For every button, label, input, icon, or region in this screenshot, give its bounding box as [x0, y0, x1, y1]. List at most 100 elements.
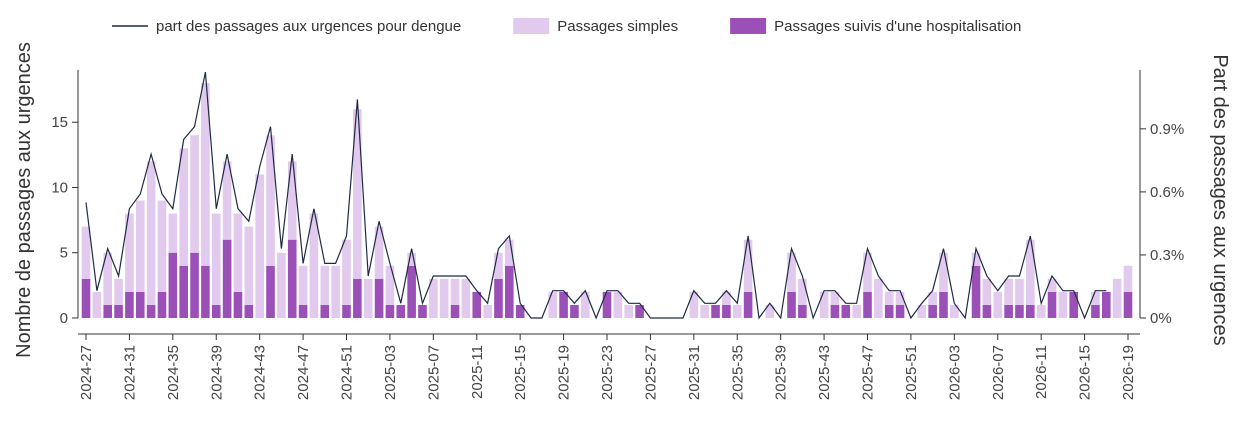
bar-segment [1047, 291, 1057, 318]
y2-axis-label: Part des passages aux urgences [1209, 54, 1231, 345]
bar-segment [114, 278, 123, 305]
bar-segment [950, 304, 959, 318]
bar-segment [211, 213, 221, 305]
bar-segment [222, 239, 232, 318]
x-tick-label: 2025-11 [469, 345, 486, 399]
bar-segment [1101, 291, 1111, 318]
bar-segment [244, 226, 254, 305]
bar-segment [1026, 239, 1035, 305]
bar-segment [233, 213, 243, 292]
bar-segment [787, 252, 796, 292]
bar-segment [342, 239, 351, 305]
bar-segment [244, 304, 254, 318]
bar-segment [1015, 304, 1024, 318]
x-tick-label: 2024-47 [295, 345, 312, 400]
bar-segment [863, 291, 872, 318]
y2-tick-label: 0% [1150, 310, 1172, 327]
bar-segment [841, 304, 851, 318]
bar-segment [135, 200, 145, 292]
x-tick-label: 2025-23 [599, 345, 616, 400]
bar-segment [342, 304, 351, 318]
bar-segment [353, 278, 362, 318]
bar-segment [993, 291, 1003, 318]
legend-swatch [730, 18, 767, 34]
bar-segment [374, 226, 384, 279]
bar-segment [146, 304, 156, 318]
bar-segment [103, 252, 113, 305]
bar-segment [320, 304, 330, 318]
bar-segment [1026, 304, 1035, 318]
bar-segment [222, 161, 232, 240]
x-tick-label: 2025-31 [686, 345, 703, 400]
bar-segment [114, 304, 123, 318]
bar-segment [309, 213, 319, 318]
bar-segment [635, 304, 644, 318]
bar-segment [461, 278, 471, 318]
x-tick-label: 2025-27 [642, 345, 659, 400]
bar-segment [711, 304, 720, 318]
bar-segment [190, 135, 199, 253]
bar-segment [548, 291, 558, 318]
bar-segment [439, 278, 449, 318]
bar-segment [92, 291, 102, 318]
bar-segment [266, 265, 275, 318]
bar-segment [81, 278, 91, 318]
x-tick-label: 2025-51 [903, 345, 920, 400]
bar-segment [928, 304, 937, 318]
x-tick-label: 2025-47 [860, 345, 877, 400]
bar-segment [743, 291, 753, 318]
bar-segment [385, 265, 395, 305]
bar-segment [765, 304, 775, 318]
x-tick-label: 2025-35 [729, 345, 746, 400]
bar-segment [939, 252, 948, 292]
bar-segment [700, 304, 709, 318]
bar-segment [146, 161, 156, 305]
bar-segment [559, 291, 568, 318]
bar-segment [1047, 278, 1057, 292]
bar-segment [201, 265, 210, 318]
bar-segment [819, 291, 829, 318]
bar-segment [157, 291, 167, 318]
bar-segment [363, 278, 373, 318]
bar-segment [429, 278, 438, 318]
line-series [85, 71, 1107, 320]
legend-label: Passages simples [557, 18, 678, 35]
bar-segment [884, 304, 894, 318]
bar-segment [895, 291, 905, 305]
x-tick-label: 2024-27 [78, 345, 95, 400]
bar-segment [928, 291, 937, 305]
bar-segment [168, 252, 178, 318]
bar-segment [1036, 304, 1046, 318]
y-tick-label: 15 [51, 114, 68, 131]
bar-segment [863, 252, 872, 292]
x-tick-label: 2026-07 [990, 345, 1007, 400]
x-tick-label: 2024-51 [339, 345, 356, 400]
bar-segment [939, 291, 948, 318]
x-tick-label: 2026-11 [1033, 345, 1050, 399]
bar-segment [320, 265, 330, 305]
bar-segment [179, 148, 188, 266]
y2-tick-label: 0.6% [1150, 184, 1184, 201]
bar-segment [971, 265, 981, 318]
bar-segment [494, 252, 503, 279]
bar-segment [982, 278, 992, 305]
x-tick-label: 2024-39 [208, 345, 225, 400]
bar-segment [830, 304, 840, 318]
bar-segment [743, 239, 753, 292]
bar-segment [450, 278, 460, 305]
bar-segment [1123, 291, 1133, 318]
bar-segment [580, 291, 590, 318]
bar-segment [374, 278, 384, 318]
x-tick-label: 2026-15 [1077, 345, 1094, 400]
bar-segment [602, 291, 612, 318]
bar-segment [613, 291, 623, 318]
bar-segment [1004, 278, 1013, 305]
bar-segment [852, 304, 861, 318]
bar-segment [494, 278, 503, 318]
x-tick-label: 2024-35 [165, 345, 182, 400]
bar-segment [407, 252, 416, 266]
bar-segment [722, 291, 731, 305]
bar-segment [1091, 304, 1100, 318]
bar-segment [255, 174, 264, 318]
